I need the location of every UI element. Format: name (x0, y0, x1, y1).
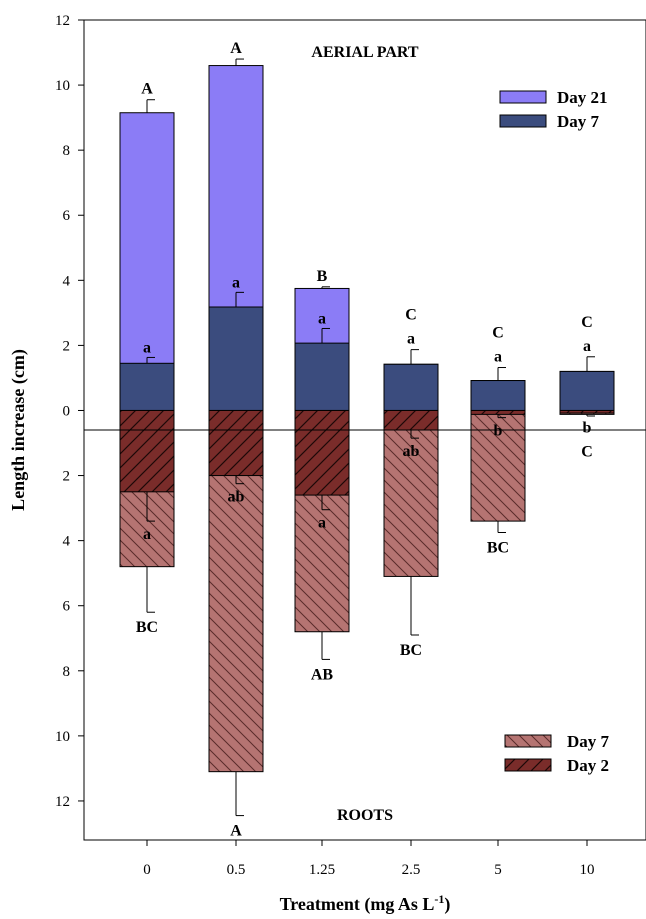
bar-aerial-day7 (119, 362, 175, 411)
y-tick-label: 6 (63, 208, 71, 224)
bar-aerial-day7 (559, 370, 615, 411)
bar-roots-day2 (559, 409, 615, 414)
legend-roots: Day 7 Day 2 (504, 732, 610, 775)
annotation-aerial-part: AERIAL PART (311, 44, 418, 61)
sig-roots-day2: b (494, 423, 503, 440)
bar-roots-day7 (470, 409, 526, 522)
y-tick-label: 2 (63, 469, 71, 485)
y-tick-label: 12 (55, 794, 70, 810)
legend-swatch-day21 (499, 90, 547, 104)
sig-aerial-day21: C (492, 325, 504, 342)
sig-roots-day2: ab (403, 443, 420, 460)
bar-aerial-day7 (383, 363, 439, 411)
x-tick-label: 5 (494, 862, 502, 878)
sig-aerial-day7: a (318, 310, 326, 327)
sig-aerial-day21: A (141, 81, 153, 98)
sig-aerial-day21: A (230, 40, 242, 57)
sig-roots-day2: a (143, 526, 151, 543)
bar-aerial-day7 (470, 380, 526, 411)
y-tick-label: 6 (63, 599, 71, 615)
bar-aerial-day7 (208, 306, 264, 411)
bar-roots-day2 (470, 409, 526, 415)
sig-roots-day2: ab (228, 489, 245, 506)
y-tick-label: 0 (63, 403, 71, 419)
sig-roots-day7: BC (136, 619, 158, 636)
sig-aerial-day7: a (143, 339, 151, 356)
y-tick-label: 8 (63, 664, 71, 680)
sig-aerial-day21: B (317, 268, 328, 285)
bar-roots-day2 (208, 409, 264, 477)
sig-roots-day2: b (583, 420, 592, 437)
y-axis-title: Length increase (cm) (8, 349, 29, 511)
bar-roots-day2 (383, 409, 439, 431)
y-tick-label: 12 (55, 13, 70, 29)
sig-roots-day7: BC (487, 540, 509, 557)
y-tick-label: 10 (55, 729, 70, 745)
sig-roots-day7: C (581, 444, 593, 461)
legend-aerial: Day 21 Day 7 (499, 88, 608, 131)
y-tick-label: 4 (63, 273, 71, 289)
legend-swatch-day7-roots (504, 734, 552, 748)
x-tick-label: 10 (580, 862, 595, 878)
legend-label-day21: Day 21 (557, 88, 608, 107)
x-tick-label: 0.5 (227, 862, 246, 878)
x-axis-title: Treatment (mg As L-1) (280, 892, 451, 915)
x-tick-label: 0 (143, 862, 151, 878)
legend-label-day7-roots: Day 7 (567, 732, 610, 751)
annotation-roots: ROOTS (337, 807, 393, 824)
sig-aerial-day7: a (583, 338, 591, 355)
legend-swatch-day2 (504, 758, 552, 772)
y-tick-label: 10 (55, 78, 70, 94)
bar-aerial-day7 (294, 342, 350, 411)
sig-aerial-day7: a (494, 349, 502, 366)
sig-aerial-day21: C (405, 307, 417, 324)
sig-roots-day7: BC (400, 642, 422, 659)
sig-aerial-day21: C (581, 314, 593, 331)
sig-aerial-day7: a (232, 274, 240, 291)
legend-swatch-day7-aerial (499, 114, 547, 128)
y-tick-label: 8 (63, 143, 71, 159)
legend-label-day2: Day 2 (567, 756, 609, 775)
sig-roots-day7: A (230, 823, 242, 840)
y-tick-label: 4 (63, 534, 71, 550)
y-tick-label: 2 (63, 338, 71, 354)
bar-roots-day2 (119, 409, 175, 493)
sig-roots-day7: AB (311, 666, 334, 683)
sig-aerial-day7: a (407, 331, 415, 348)
sig-roots-day2: a (318, 515, 326, 532)
legend-label-day7-aerial: Day 7 (557, 112, 600, 131)
bar-roots-day2 (294, 409, 350, 496)
x-tick-label: 1.25 (309, 862, 335, 878)
x-tick-label: 2.5 (402, 862, 421, 878)
